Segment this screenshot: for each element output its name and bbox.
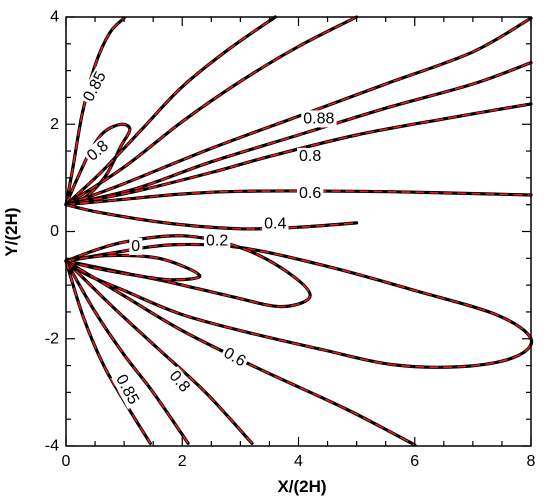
contour-overlay-7 [65,103,532,206]
x-tick-label: 6 [410,453,419,470]
contour-line-16 [64,259,152,445]
contour-line-9 [64,203,359,231]
x-axis-title: X/(2H) [277,477,326,496]
contour-line-12 [64,253,202,282]
contour-overlay-14 [65,260,253,444]
y-tick-label: -4 [45,438,59,455]
contour-label-bg-11 [111,370,143,410]
contour-overlay-8 [65,190,532,206]
contour-overlay-10 [65,243,533,369]
y-tick-label: 2 [50,116,59,133]
contour-overlay-4 [65,16,357,206]
contour-overlay-2 [65,123,131,206]
contour-overlay-15 [65,260,189,444]
contour-label-bg-3 [301,110,337,128]
contour-lines [64,15,534,447]
contour-label-2: 0.8 [84,137,112,164]
contour-label-4: 0.8 [299,148,321,165]
x-tick-label: 0 [62,453,71,470]
contour-labels: 0.850.80.880.80.60.40.200.60.80.85 [79,67,337,410]
contour-label-bg-7 [204,232,231,250]
y-axis-title: Y/(2H) [2,207,21,256]
contour-label-bg-10 [164,366,195,398]
contour-label-5: 0.6 [299,185,321,202]
contour-label-6: 0.4 [264,215,286,232]
axis-ticks: 0 2 4 6 8 -4 -2 0 2 4 [45,9,536,471]
contour-overlay-16 [65,260,151,444]
contour-label-bg-8 [129,238,143,256]
contour-label-10: 0.8 [166,368,193,396]
contour-label-3: 0.88 [303,110,334,127]
contour-label-8: 0 [131,238,140,255]
contour-overlay-5 [65,17,532,206]
plot-frame [65,16,532,447]
contour-overlay-3 [65,16,276,206]
contour-label-bg-9 [218,343,251,372]
contour-label-bg-4 [297,147,324,165]
contour-label-bg-6 [262,215,289,233]
x-tick-label: 2 [178,453,187,470]
y-tick-label: -2 [45,330,59,347]
contour-label-bg-1 [79,67,111,107]
x-tick-label: 4 [294,453,303,470]
y-tick-label: 0 [50,223,59,240]
x-tick-label: 8 [527,453,536,470]
contour-overlay-12 [65,254,201,281]
contour-label-bg-5 [297,184,324,202]
contour-overlay-13 [65,260,416,446]
contour-overlay-9 [65,203,357,230]
contour-overlay-6 [65,61,532,206]
contour-line-10 [64,242,534,369]
contour-label-7: 0.2 [206,233,228,250]
contour-label-bg-2 [82,136,114,167]
y-tick-label: 4 [50,9,59,26]
